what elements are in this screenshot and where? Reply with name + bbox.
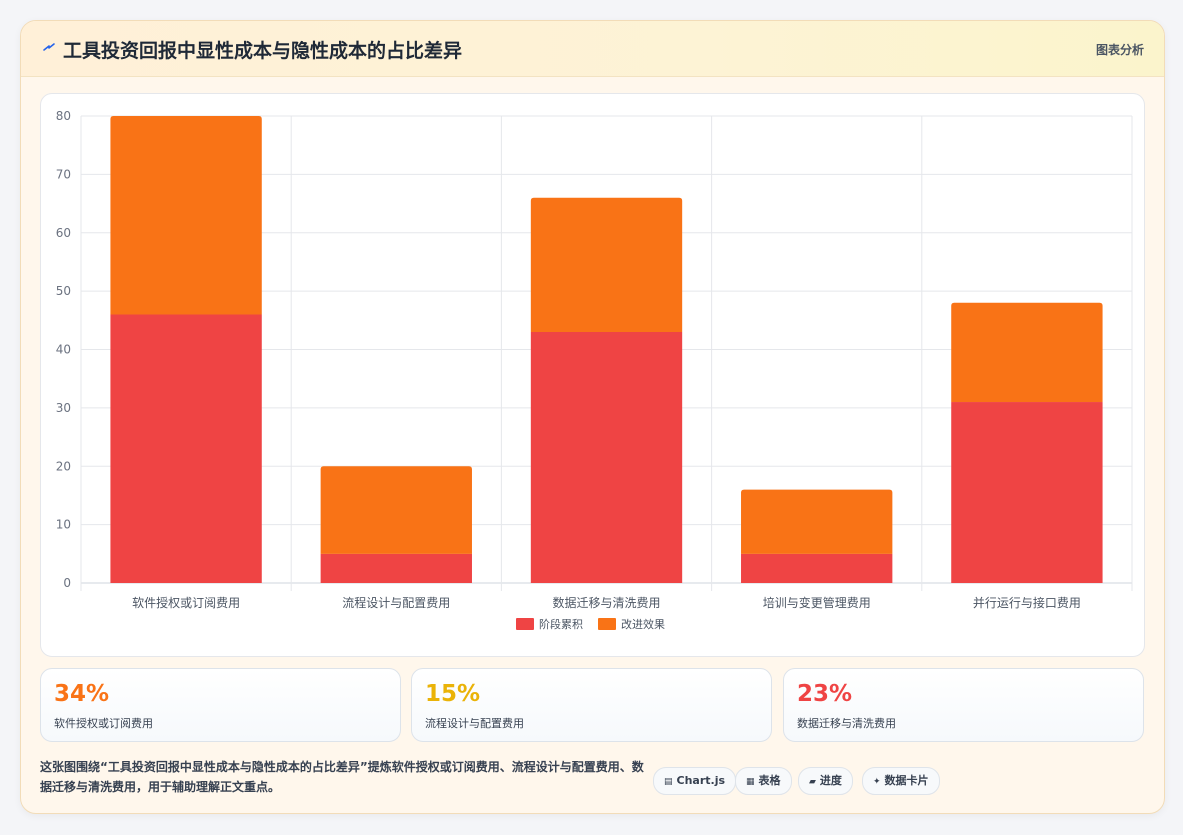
stat-label: 流程设计与配置费用 [425,717,524,730]
x-tick-label: 并行运行与接口费用 [973,595,1081,610]
stat-value: 34% [54,681,110,707]
bar-segment [110,314,262,583]
y-tick-label: 80 [56,109,71,123]
tag-chartjs[interactable]: ▤ Chart.js [653,767,737,795]
bar-segment [741,489,893,554]
tag-progress[interactable]: ▰ 进度 [798,767,853,795]
stat-value: 15% [425,681,481,707]
x-tick-label: 培训与变更管理费用 [763,595,871,610]
bar-segment [320,466,472,554]
bar-segment [110,116,262,315]
stat-value: 23% [797,681,853,707]
bar-segment [951,302,1103,403]
y-tick-label: 0 [63,576,71,590]
stat-card-2: 15% 流程设计与配置费用 [411,668,772,742]
stat-card-1: 34% 软件授权或订阅费用 [40,668,401,742]
lightning-icon [43,43,55,51]
chart-card: 工具投资回报中显性成本与隐性成本的占比差异 图表分析 0 10 20 30 40 50 60… [20,20,1165,814]
tag-label: Chart.js [676,774,726,787]
y-tick-label: 70 [56,167,71,181]
analysis-label: 图表分析 [1095,43,1144,57]
x-tick-label: 流程设计与配置费用 [342,595,450,610]
chart-icon: ▤ [664,777,673,787]
legend-label: 改进效果 [621,617,665,631]
y-tick-label: 50 [56,284,71,298]
tag-label: 数据卡片 [884,774,929,787]
chart-description: 这张图围绕“工具投资回报中显性成本与隐性成本的占比差异”提炼软件授权或订阅费用、… [40,760,644,794]
bar-segment [530,331,683,583]
tag-label: 进度 [819,774,842,787]
chart-panel: 0 10 20 30 40 50 60 70 80 软件授权或订阅费用 流程设计与配置费用 数据迁移与… [40,93,1145,657]
tag-data-card[interactable]: ✦ 数据卡片 [862,767,940,795]
stat-label: 软件授权或订阅费用 [54,717,153,730]
page-title: 工具投资回报中显性成本与隐性成本的占比差异 [63,40,463,62]
legend-swatch [598,618,616,630]
table-icon: ▦ [746,777,755,787]
bar-segment [741,553,893,583]
bar-segment [320,553,472,583]
bar-segment [530,197,683,332]
x-tick-label: 数据迁移与清洗费用 [552,595,660,610]
y-tick-label: 60 [56,226,71,240]
stat-label: 数据迁移与清洗费用 [797,717,896,730]
bar-chart: 0 10 20 30 40 50 60 70 80 软件授权或订阅费用 流程设计与配置费用 数据迁移与… [56,109,1133,631]
x-tick-label: 软件授权或订阅费用 [132,595,240,610]
tag-table[interactable]: ▦ 表格 [735,767,792,795]
tag-label: 表格 [758,774,781,787]
stat-card-3: 23% 数据迁移与清洗费用 [783,668,1144,742]
bar-segment [951,402,1103,583]
y-tick-label: 30 [56,401,71,415]
y-tick-label: 10 [56,518,71,532]
progress-icon: ▰ [809,777,816,787]
y-tick-label: 20 [56,459,71,473]
legend-swatch [516,618,534,630]
y-tick-label: 40 [56,343,71,357]
legend-label: 阶段累积 [539,617,583,631]
sparkle-icon: ✦ [873,777,881,787]
card-header: 工具投资回报中显性成本与隐性成本的占比差异 图表分析 [21,21,1164,77]
